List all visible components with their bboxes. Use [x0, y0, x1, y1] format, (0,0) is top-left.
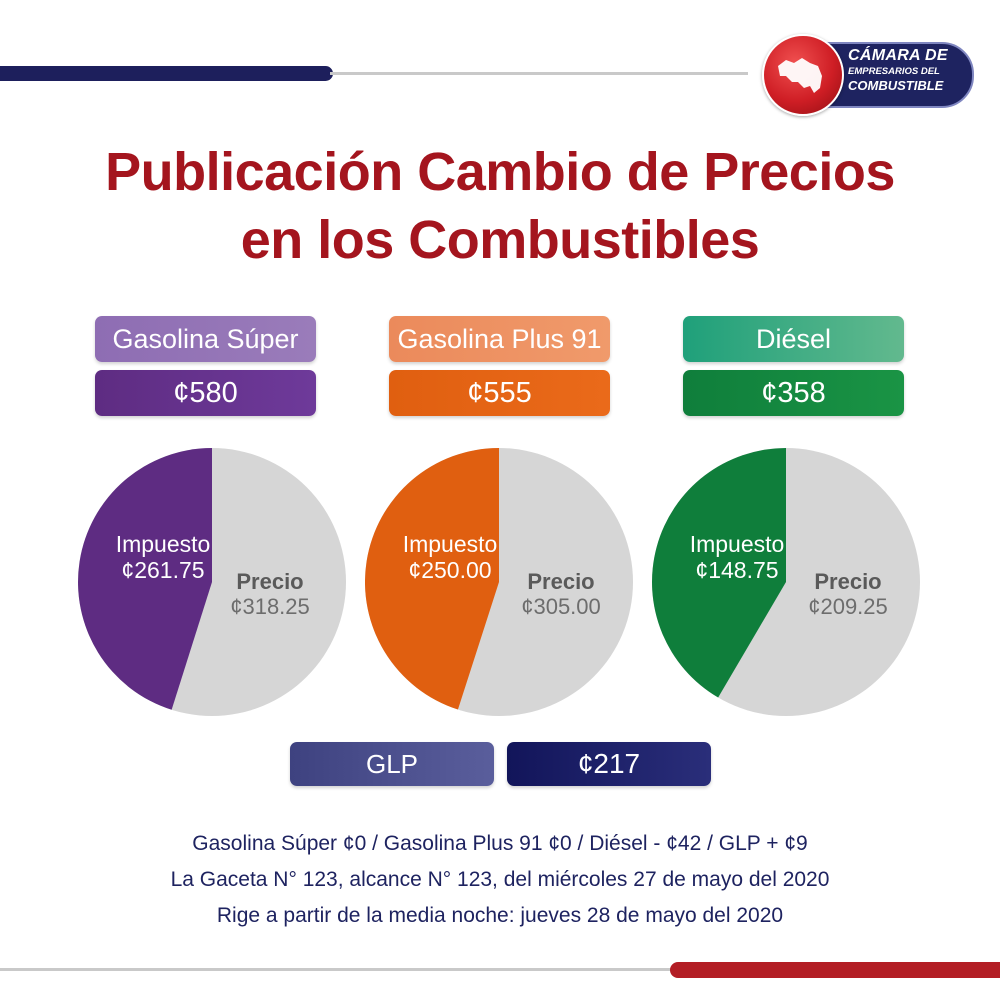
precio-value: ¢209.25 — [808, 593, 888, 619]
precio-title: Precio — [527, 569, 595, 594]
precio-value: ¢305.00 — [521, 593, 601, 619]
costa-rica-map-icon — [778, 58, 822, 93]
precio-label: Precio ¢209.25 — [788, 569, 908, 619]
impuesto-value: ¢261.75 — [121, 556, 205, 583]
fuel-price-diesel: ¢358 — [683, 370, 904, 416]
glp-name: GLP — [290, 742, 494, 786]
impuesto-label: Impuesto ¢148.75 — [662, 531, 812, 584]
impuesto-label: Impuesto ¢250.00 — [375, 531, 525, 584]
pie-svg-diesel — [652, 448, 920, 716]
top-grey-line — [330, 72, 748, 75]
bottom-red-line — [670, 962, 1000, 978]
precio-title: Precio — [236, 569, 304, 594]
impuesto-title: Impuesto — [402, 531, 498, 557]
impuesto-title: Impuesto — [115, 531, 211, 557]
title-line-1: Publicación Cambio de Precios — [105, 142, 895, 202]
title-line-2: en los Combustibles — [240, 210, 760, 270]
precio-label: Precio ¢318.25 — [210, 569, 330, 619]
logo-line-3: COMBUSTIBLE — [848, 77, 944, 93]
fuel-name-super: Gasolina Súper — [95, 316, 316, 362]
fuel-price-plus: ¢555 — [389, 370, 610, 416]
logo-line-1: CÁMARA DE — [848, 47, 948, 64]
page-title: Publicación Cambio de Precios en los Com… — [0, 138, 1000, 274]
impuesto-label: Impuesto ¢261.75 — [88, 531, 238, 584]
precio-value: ¢318.25 — [230, 593, 310, 619]
glp-price: ¢217 — [507, 742, 711, 786]
impuesto-value: ¢148.75 — [695, 556, 779, 583]
pie-chart-diesel: Impuesto ¢148.75 Precio ¢209.25 — [652, 448, 920, 716]
footer-effective-date: Rige a partir de la media noche: jueves … — [216, 904, 784, 927]
pie-svg-super — [78, 448, 346, 716]
fuel-price-super: ¢580 — [95, 370, 316, 416]
precio-label: Precio ¢305.00 — [501, 569, 621, 619]
pie-slice-impuesto — [78, 448, 212, 710]
logo-line-2: EMPRESARIOS DEL — [848, 66, 940, 77]
pie-chart-super: Impuesto ¢261.75 Precio ¢318.25 — [78, 448, 346, 716]
pie-svg-plus — [364, 448, 633, 716]
impuesto-value: ¢250.00 — [408, 556, 492, 583]
footer-price-changes: Gasolina Súper ¢0 / Gasolina Plus 91 ¢0 … — [192, 832, 808, 855]
bottom-grey-line — [0, 968, 672, 971]
footer-gazette: La Gaceta N° 123, alcance N° 123, del mi… — [170, 868, 830, 891]
precio-title: Precio — [814, 569, 882, 594]
pie-chart-plus: Impuesto ¢250.00 Precio ¢305.00 — [364, 448, 633, 716]
logo-circle — [762, 34, 844, 116]
pie-slice-impuesto — [652, 448, 786, 698]
impuesto-title: Impuesto — [689, 531, 785, 557]
top-navy-line — [0, 66, 333, 81]
fuel-name-plus: Gasolina Plus 91 — [389, 316, 610, 362]
pie-slice-impuesto — [364, 448, 499, 710]
fuel-name-diesel: Diésel — [683, 316, 904, 362]
logo-text: CÁMARA DE EMPRESARIOS DEL COMBUSTIBLE — [848, 48, 948, 92]
logo: CÁMARA DE EMPRESARIOS DEL COMBUSTIBLE — [762, 34, 974, 116]
